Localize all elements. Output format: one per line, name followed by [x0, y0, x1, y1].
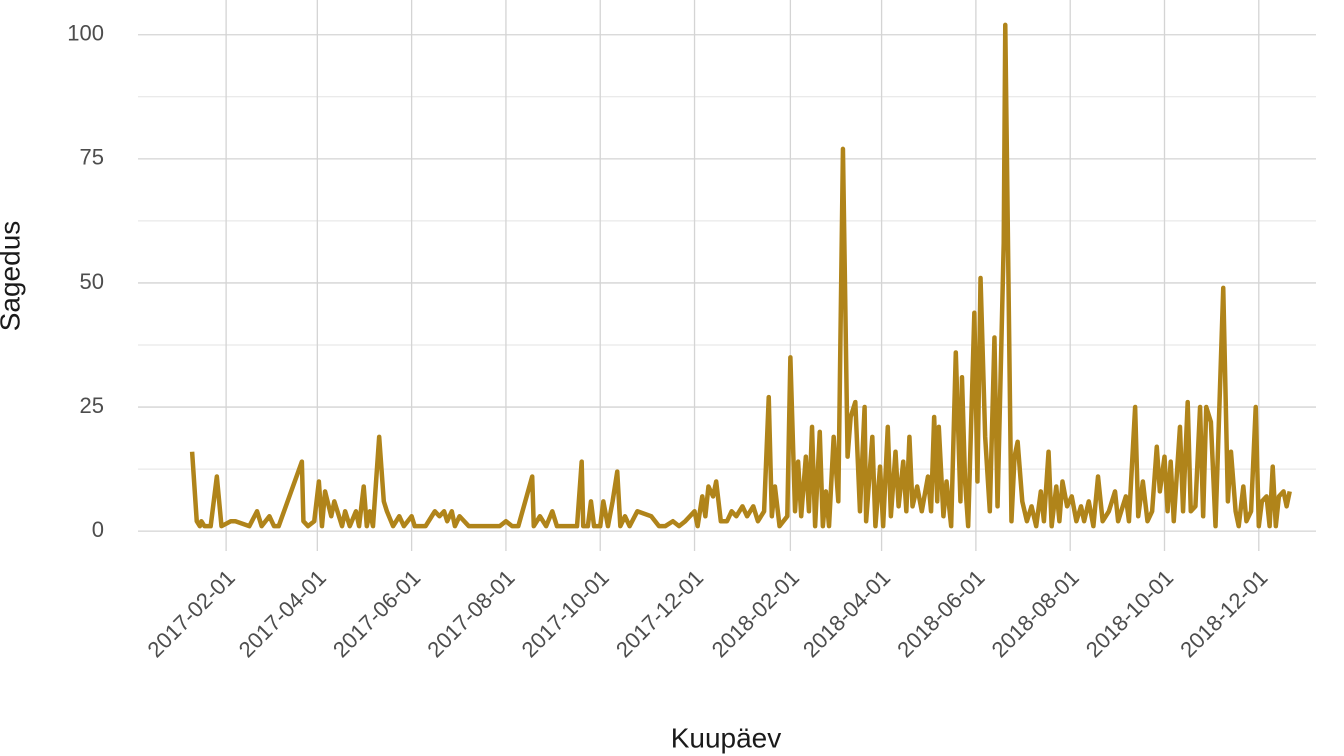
y-axis-title: Sagedus	[0, 221, 25, 332]
y-tick-label: 75	[80, 145, 104, 170]
y-tick-label: 0	[92, 517, 104, 542]
x-tick-label: 2017-08-01	[422, 565, 519, 662]
x-axis-title: Kuupäev	[671, 722, 782, 753]
x-tick-label: 2018-12-01	[1175, 565, 1272, 662]
x-tick-label: 2018-08-01	[987, 565, 1084, 662]
x-tick-label: 2018-06-01	[892, 565, 989, 662]
x-tick-label: 2017-04-01	[234, 565, 331, 662]
y-tick-label: 100	[67, 21, 104, 46]
x-tick-label: 2018-02-01	[707, 565, 804, 662]
x-tick-label: 2017-12-01	[611, 565, 708, 662]
data-line	[189, 22, 1292, 529]
x-tick-label: 2018-04-01	[798, 565, 895, 662]
y-tick-label: 50	[80, 269, 104, 294]
x-tick-label: 2017-10-01	[517, 565, 614, 662]
x-tick-label: 2017-06-01	[328, 565, 425, 662]
y-tick-label: 25	[80, 393, 104, 418]
x-tick-label: 2018-10-01	[1081, 565, 1178, 662]
x-tick-label: 2017-02-01	[143, 565, 240, 662]
